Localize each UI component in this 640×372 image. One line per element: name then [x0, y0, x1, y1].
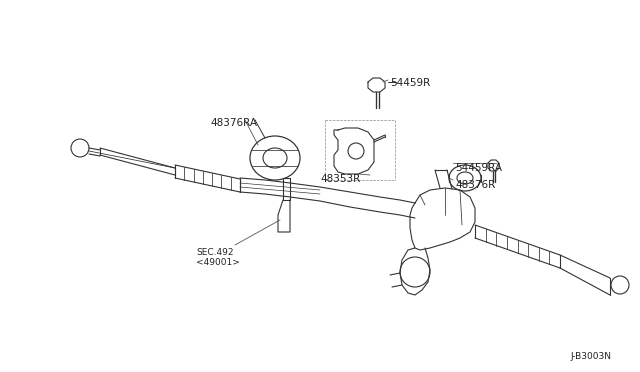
Text: 48376RA: 48376RA — [210, 118, 257, 128]
Text: 48353R: 48353R — [320, 174, 360, 184]
Text: J-B3003N: J-B3003N — [570, 352, 611, 361]
Text: SEC.492
<49001>: SEC.492 <49001> — [196, 248, 240, 267]
Text: 54459RA: 54459RA — [455, 163, 502, 173]
Text: 48376R: 48376R — [455, 180, 495, 190]
Text: 54459R: 54459R — [390, 78, 430, 88]
